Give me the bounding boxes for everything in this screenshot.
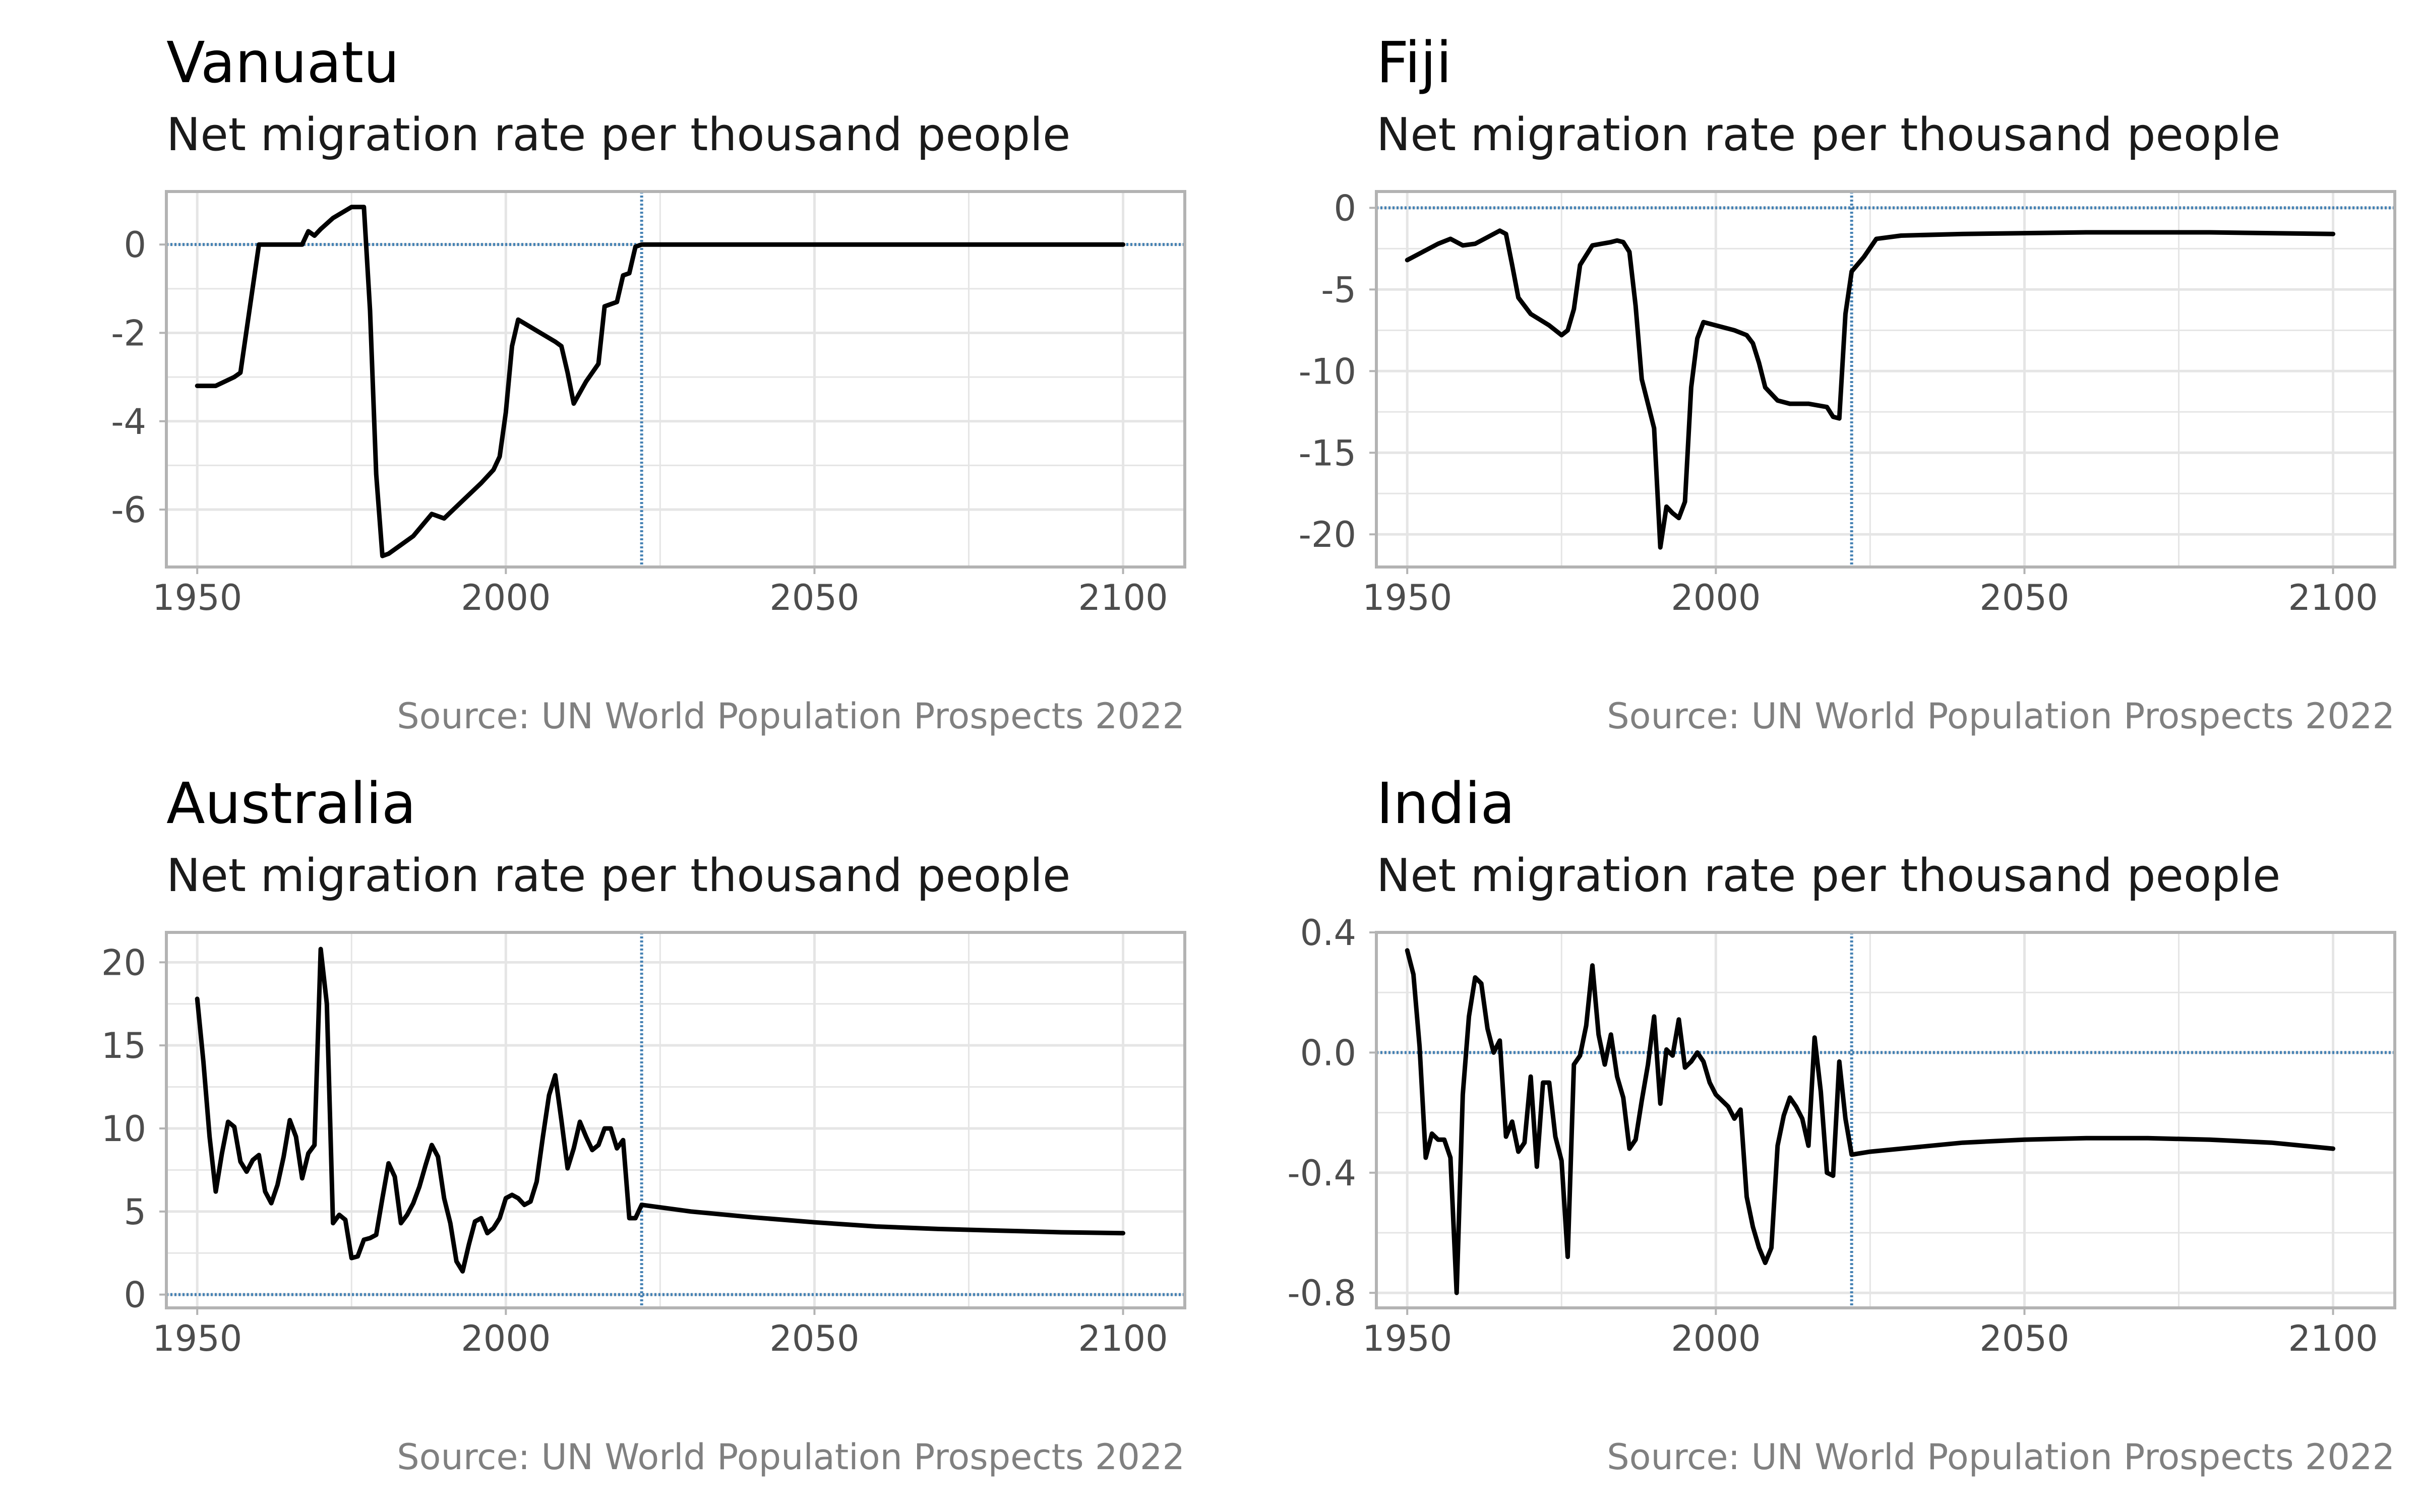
panel-vanuatu: Vanuatu Net migration rate per thousand … (0, 0, 1210, 756)
y-tick-label: -6 (111, 489, 146, 531)
series-line (1405, 948, 2336, 1295)
x-tick-label: 2050 (1979, 577, 2069, 618)
y-tick-label: -5 (1321, 269, 1356, 310)
plot-background (166, 192, 1185, 567)
plot-background (1376, 192, 2395, 567)
x-tick-label: 1950 (1362, 577, 1452, 618)
y-tick-label: 5 (124, 1191, 146, 1233)
x-tick-label: 2000 (461, 1318, 551, 1359)
plot-background (1376, 932, 2395, 1308)
x-tick-label: 2000 (1671, 1318, 1761, 1359)
chart-subtitle: Net migration rate per thousand people (166, 849, 1071, 902)
y-tick-label: 10 (101, 1108, 146, 1150)
series-line (195, 947, 1126, 1274)
plot-frame (165, 931, 1186, 1309)
plot-area: 1950 2000 2050 2100 -6 -4 -2 0 (111, 190, 1186, 618)
y-tick-label: 0 (124, 1275, 146, 1316)
x-tick-label: 2000 (1671, 577, 1761, 618)
source-caption: Source: UN World Population Prospects 20… (397, 696, 1185, 737)
chart-title: India (1376, 771, 1515, 837)
x-tick-label: 1950 (152, 1318, 242, 1359)
plot-frame (1375, 190, 2396, 569)
source-caption: Source: UN World Population Prospects 20… (397, 1436, 1185, 1478)
source-caption: Source: UN World Population Prospects 20… (1607, 1436, 2395, 1478)
source-caption: Source: UN World Population Prospects 20… (1607, 696, 2395, 737)
x-tick-label: 2050 (769, 1318, 859, 1359)
chart-subtitle: Net migration rate per thousand people (166, 108, 1071, 161)
x-tick-label: 2050 (769, 577, 859, 618)
chart-title: Vanuatu (166, 30, 400, 96)
plot-frame (165, 190, 1186, 569)
x-tick-label: 2100 (2288, 1318, 2378, 1359)
x-tick-label: 1950 (1362, 1318, 1452, 1359)
y-tick-label: 0.0 (1300, 1032, 1356, 1074)
x-tick-label: 2100 (1078, 1318, 1168, 1359)
chart-title: Fiji (1376, 30, 1452, 96)
plot-area: 1950 2000 2050 2100 -0.8 -0.4 0.0 0.4 (1287, 912, 2396, 1359)
y-tick-label: 0.4 (1300, 912, 1356, 954)
y-tick-label: -4 (111, 401, 146, 443)
x-tick-label: 1950 (152, 577, 242, 618)
panel-fiji: Fiji Net migration rate per thousand peo… (1210, 0, 2420, 756)
y-tick-label: -15 (1299, 432, 1356, 474)
series-line (1405, 228, 2336, 550)
y-tick-label: -10 (1299, 351, 1356, 392)
y-tick-label: 0 (124, 224, 146, 266)
y-tick-label: -0.8 (1287, 1273, 1356, 1314)
plot-frame (1375, 931, 2396, 1309)
x-tick-label: 2100 (1078, 577, 1168, 618)
chart-subtitle: Net migration rate per thousand people (1376, 849, 2281, 902)
x-tick-label: 2050 (1979, 1318, 2069, 1359)
y-tick-label: -2 (111, 312, 146, 354)
y-tick-label: 15 (101, 1025, 146, 1066)
chart-title: Australia (166, 771, 416, 837)
panel-india: India Net migration rate per thousand pe… (1210, 741, 2420, 1497)
plot-area: 1950 2000 2050 2100 -20 -15 -10 -5 0 (1299, 187, 2396, 618)
y-tick-label: 0 (1334, 187, 1356, 229)
y-tick-label: -0.4 (1287, 1153, 1356, 1194)
y-tick-label: -20 (1299, 514, 1356, 555)
chart-subtitle: Net migration rate per thousand people (1376, 108, 2281, 161)
y-tick-label: 20 (101, 942, 146, 983)
panel-australia: Australia Net migration rate per thousan… (0, 741, 1210, 1497)
series-line (195, 205, 1126, 558)
plot-background (166, 932, 1185, 1308)
x-tick-label: 2100 (2288, 577, 2378, 618)
x-tick-label: 2000 (461, 577, 551, 618)
plot-area: 1950 2000 2050 2100 0 5 10 15 20 (101, 931, 1186, 1359)
